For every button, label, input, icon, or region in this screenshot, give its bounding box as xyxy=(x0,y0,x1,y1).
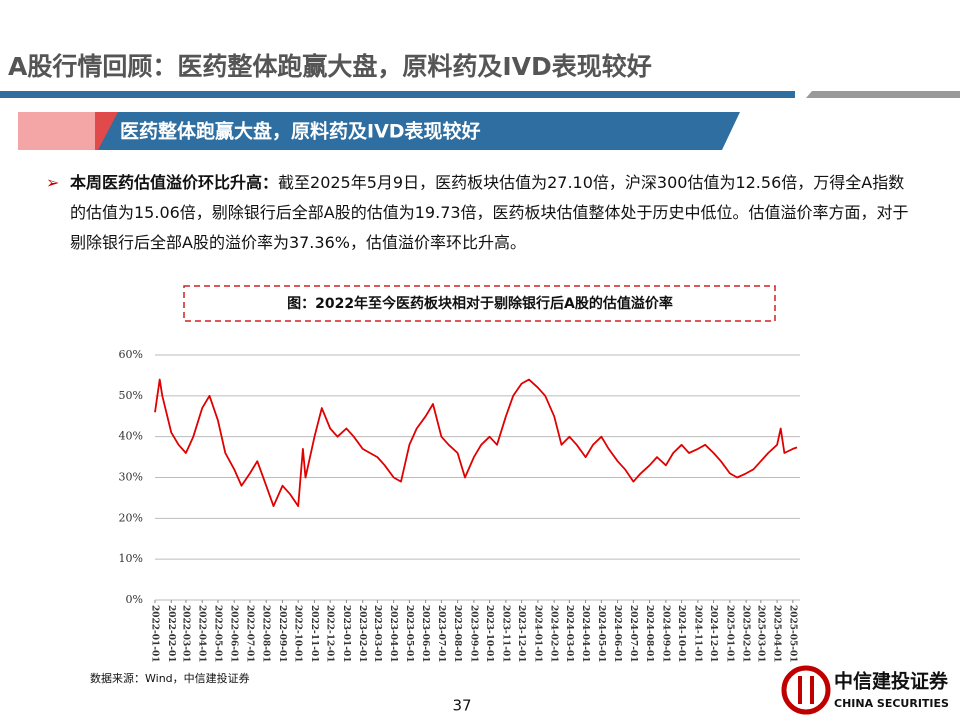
x-tick-label: 2022-12-01 xyxy=(325,605,335,663)
plot: 0% 10% 20% 30% 40% 50% 60% 2022-01-01 2022-02-01… xyxy=(119,348,800,663)
x-tick-label: 2024-11-01 xyxy=(692,605,702,663)
x-tick-label: 2024-05-01 xyxy=(596,605,606,663)
bullet-paragraph: 本周医药估值溢价环比升高：截至2025年5月9日，医药板块估值为27.10倍，沪… xyxy=(46,168,920,258)
y-tick-label: 30% xyxy=(119,471,143,484)
x-tick-label: 2023-11-01 xyxy=(500,605,510,663)
x-tick-label: 2022-02-01 xyxy=(166,605,176,663)
x-tick-label: 2024-02-01 xyxy=(549,605,559,663)
y-tick-label: 20% xyxy=(119,511,143,524)
x-tick-label: 2022-03-01 xyxy=(180,605,190,663)
x-tick-label: 2022-05-01 xyxy=(212,605,222,663)
logo-mark xyxy=(798,676,802,704)
x-tick-label: 2023-01-01 xyxy=(341,605,351,663)
y-tick-label: 10% xyxy=(119,552,143,565)
chart-title: 图：2022年至今医药板块相对于剔除银行后A股的估值溢价率 xyxy=(287,295,673,312)
x-tick-label: 2025-01-01 xyxy=(724,605,734,663)
x-tick-label: 2024-07-01 xyxy=(628,605,638,663)
x-tick-label: 2024-03-01 xyxy=(564,605,574,663)
bullet-lead: 本周医药估值溢价环比升高： xyxy=(70,173,279,192)
x-tick-label: 2024-06-01 xyxy=(612,605,622,663)
x-tick-label: 2022-09-01 xyxy=(277,605,287,663)
x-tick-label: 2023-12-01 xyxy=(516,605,526,663)
y-tick-label: 40% xyxy=(119,430,143,443)
slide-title: A股行情回顾：医药整体跑赢大盘，原料药及IVD表现较好 xyxy=(8,52,652,81)
x-tick-label: 2025-05-01 xyxy=(787,605,797,663)
data-line xyxy=(154,378,798,507)
banner xyxy=(95,112,740,150)
x-tick-label: 2024-09-01 xyxy=(660,605,670,663)
x-tick-label: 2023-02-01 xyxy=(357,605,367,663)
x-tick-label: 2024-08-01 xyxy=(644,605,654,663)
x-tick-label: 2025-04-01 xyxy=(772,605,782,663)
page-number: 37 xyxy=(452,697,471,715)
logo-text: 中信建投证券 xyxy=(834,670,949,693)
logo-text-en: CHINA SECURITIES xyxy=(834,697,949,710)
title-rule-gray xyxy=(806,91,960,98)
logo-mark xyxy=(781,665,831,715)
x-tick-label: 2025-02-01 xyxy=(741,605,751,663)
title-rule xyxy=(0,91,795,98)
y-tick-label: 60% xyxy=(119,348,143,361)
x-tick-label: 2024-10-01 xyxy=(676,605,686,663)
source: 数据来源：Wind，中信建投证券 xyxy=(90,671,250,685)
y-tick-label: 50% xyxy=(119,389,143,402)
x-tick-label: 2023-10-01 xyxy=(484,605,494,663)
x-tick-label: 2022-10-01 xyxy=(293,605,303,663)
banner-text: 医药整体跑赢大盘，原料药及IVD表现较好 xyxy=(120,120,481,143)
banner-accent xyxy=(18,112,118,150)
x-tick-label: 2022-08-01 xyxy=(261,605,271,663)
x-tick-label: 2022-01-01 xyxy=(150,605,160,663)
x-tick-label: 2023-05-01 xyxy=(404,605,414,663)
x-tick-label: 2022-06-01 xyxy=(229,605,239,663)
x-tick-label: 2024-12-01 xyxy=(708,605,718,663)
y-tick-label: 0% xyxy=(126,593,143,606)
x-tick-label: 2023-08-01 xyxy=(452,605,462,663)
x-tick-label: 2023-09-01 xyxy=(468,605,478,663)
banner-accent-2 xyxy=(95,112,118,150)
x-tick-label: 2023-04-01 xyxy=(388,605,398,663)
x-tick-label: 2023-07-01 xyxy=(436,605,446,663)
chart-title-box xyxy=(183,285,776,322)
x-tick-label: 2022-11-01 xyxy=(309,605,319,663)
x-tick-label: 2023-03-01 xyxy=(372,605,382,663)
x-tick-label: 2022-04-01 xyxy=(197,605,207,663)
x-tick-label: 2024-04-01 xyxy=(580,605,590,663)
logo-mark xyxy=(810,676,814,704)
x-tick-label: 2024-01-01 xyxy=(532,605,542,663)
bullet-text: 截至2025年5月9日，医药板块估值为27.10倍，沪深300估值为12.56倍… xyxy=(70,173,909,252)
x-tick-label: 2022-07-01 xyxy=(244,605,254,663)
x-tick-label: 2025-03-01 xyxy=(755,605,765,663)
x-tick-label: 2023-06-01 xyxy=(420,605,430,663)
